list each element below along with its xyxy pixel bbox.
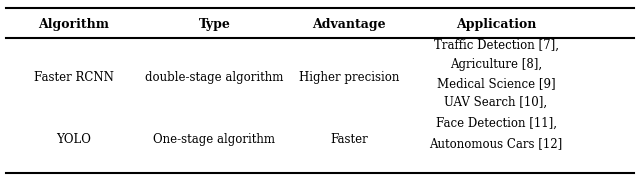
- Text: Medical Science [9]: Medical Science [9]: [436, 77, 556, 90]
- Text: Algorithm: Algorithm: [38, 17, 109, 31]
- Text: One-stage algorithm: One-stage algorithm: [154, 133, 275, 146]
- Text: Faster: Faster: [330, 133, 367, 146]
- Text: Agriculture [8],: Agriculture [8],: [450, 58, 542, 72]
- Text: Traffic Detection [7],: Traffic Detection [7],: [433, 39, 559, 52]
- Text: Autonomous Cars [12]: Autonomous Cars [12]: [429, 137, 563, 150]
- Text: Application: Application: [456, 17, 536, 31]
- Text: double-stage algorithm: double-stage algorithm: [145, 71, 284, 84]
- Text: Faster RCNN: Faster RCNN: [34, 71, 113, 84]
- Text: Advantage: Advantage: [312, 17, 386, 31]
- Text: UAV Search [10],: UAV Search [10],: [444, 96, 548, 109]
- Text: YOLO: YOLO: [56, 133, 91, 146]
- Text: Face Detection [11],: Face Detection [11],: [435, 116, 557, 129]
- Text: Type: Type: [198, 17, 230, 31]
- Text: Higher precision: Higher precision: [299, 71, 399, 84]
